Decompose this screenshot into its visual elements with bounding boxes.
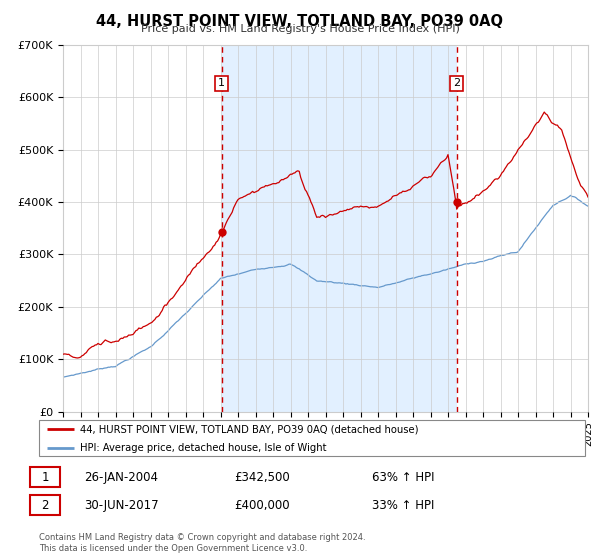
- Text: 2: 2: [41, 498, 49, 512]
- Text: 44, HURST POINT VIEW, TOTLAND BAY, PO39 0AQ: 44, HURST POINT VIEW, TOTLAND BAY, PO39 …: [97, 14, 503, 29]
- Text: £400,000: £400,000: [234, 498, 290, 512]
- Bar: [222, 45, 457, 412]
- Text: HPI: Average price, detached house, Isle of Wight: HPI: Average price, detached house, Isle…: [80, 444, 326, 454]
- FancyBboxPatch shape: [30, 495, 60, 515]
- Text: 63% ↑ HPI: 63% ↑ HPI: [372, 470, 434, 484]
- Text: 26-JAN-2004: 26-JAN-2004: [84, 470, 158, 484]
- Text: 2: 2: [453, 78, 460, 88]
- FancyBboxPatch shape: [30, 467, 60, 487]
- FancyBboxPatch shape: [39, 420, 585, 456]
- Text: 1: 1: [41, 470, 49, 484]
- Text: Price paid vs. HM Land Registry's House Price Index (HPI): Price paid vs. HM Land Registry's House …: [140, 24, 460, 34]
- Text: 44, HURST POINT VIEW, TOTLAND BAY, PO39 0AQ (detached house): 44, HURST POINT VIEW, TOTLAND BAY, PO39 …: [80, 424, 418, 434]
- Text: £342,500: £342,500: [234, 470, 290, 484]
- Text: Contains HM Land Registry data © Crown copyright and database right 2024.
This d: Contains HM Land Registry data © Crown c…: [39, 533, 365, 553]
- Text: 30-JUN-2017: 30-JUN-2017: [84, 498, 158, 512]
- Text: 1: 1: [218, 78, 225, 88]
- Text: 33% ↑ HPI: 33% ↑ HPI: [372, 498, 434, 512]
